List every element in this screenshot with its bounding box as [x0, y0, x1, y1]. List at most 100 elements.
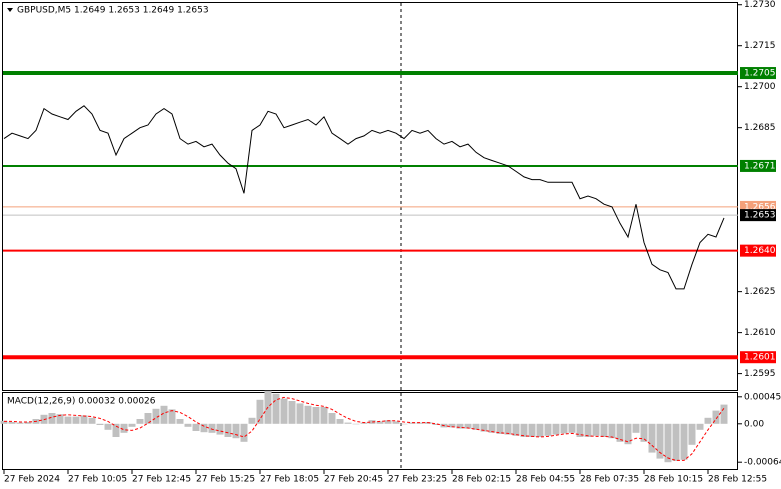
- histogram-bar: [456, 423, 464, 429]
- histogram-bar: [704, 417, 712, 424]
- histogram-bar: [48, 413, 56, 424]
- y-tick-label: 1.2625: [744, 287, 776, 297]
- level-label-box: [740, 244, 776, 257]
- histogram-bar: [496, 423, 504, 434]
- histogram-bar: [320, 407, 328, 424]
- histogram-bar: [176, 419, 184, 424]
- histogram-bar: [192, 423, 200, 431]
- histogram-bar: [536, 423, 544, 437]
- histogram-bar: [720, 404, 728, 424]
- histogram-bar: [528, 423, 536, 437]
- histogram-bar: [224, 423, 232, 437]
- histogram-bar: [680, 423, 688, 460]
- histogram-bar: [624, 423, 632, 445]
- menu-arrow: [7, 8, 13, 12]
- level-label: 1.2671: [744, 161, 776, 171]
- histogram-bar: [632, 423, 640, 433]
- y-tick-label: -0.00064: [744, 458, 781, 468]
- histogram-bar: [432, 423, 440, 425]
- histogram-bar: [328, 413, 336, 424]
- x-tick-label: 27 Feb 18:05: [260, 475, 319, 485]
- histogram-bar: [392, 421, 400, 424]
- histogram-bar: [656, 423, 664, 459]
- histogram-bar: [184, 423, 192, 427]
- histogram-bar: [408, 422, 416, 424]
- y-tick-label: 0.00045: [744, 392, 781, 402]
- histogram-bar: [464, 423, 472, 429]
- histogram-bar: [16, 422, 24, 424]
- x-tick-label: 27 Feb 15:25: [196, 475, 255, 485]
- histogram-bar: [280, 398, 288, 424]
- histogram-bar: [312, 407, 320, 424]
- histogram-bar: [168, 409, 176, 424]
- level-label-box: [740, 67, 776, 80]
- histogram-bar: [200, 423, 208, 433]
- x-tick-label: 27 Feb 12:45: [132, 475, 191, 485]
- histogram-bar: [152, 408, 160, 424]
- histogram-bar: [96, 423, 104, 425]
- histogram-bar: [640, 423, 648, 442]
- y-tick-label: 1.2715: [744, 41, 776, 51]
- histogram-bar: [568, 423, 576, 433]
- chart-title: GBPUSD,M5 1.2649 1.2653 1.2649 1.2653: [17, 6, 209, 16]
- histogram-bar: [664, 423, 672, 463]
- level-label: 1.2656: [744, 202, 776, 212]
- histogram-bar: [480, 423, 488, 432]
- x-tick-label: 27 Feb 23:25: [388, 475, 447, 485]
- histogram-bar: [696, 423, 704, 430]
- histogram-bar: [232, 423, 240, 439]
- x-tick-label: 28 Feb 12:55: [708, 475, 767, 485]
- level-label-box: [740, 159, 776, 172]
- histogram-bar: [248, 417, 256, 424]
- histogram-bar: [592, 423, 600, 436]
- histogram-bar: [216, 423, 224, 435]
- histogram-bar: [120, 423, 128, 433]
- x-tick-label: 27 Feb 20:45: [324, 475, 383, 485]
- histogram-bar: [80, 415, 88, 424]
- y-tick-label: 1.2730: [744, 0, 776, 10]
- current-price-box: [740, 209, 776, 222]
- data-line: [3, 105, 725, 290]
- y-tick-label: 1.2700: [744, 82, 776, 92]
- x-tick-label: 28 Feb 04:55: [516, 475, 575, 485]
- x-tick-label: 28 Feb 10:15: [644, 475, 703, 485]
- macd-title: MACD(12,26,9) 0.00032 0.00026: [7, 397, 156, 407]
- histogram-bar: [24, 422, 32, 424]
- histogram-bar: [144, 413, 152, 424]
- histogram-bar: [296, 403, 304, 424]
- current-price-label: 1.2653: [744, 211, 776, 221]
- y-tick-label: 1.2610: [744, 328, 776, 338]
- histogram-bar: [272, 393, 280, 424]
- histogram-bar: [104, 423, 112, 430]
- price-panel: [2, 2, 738, 391]
- histogram-bar: [88, 417, 96, 424]
- histogram-bar: [560, 423, 568, 434]
- x-tick-label: 27 Feb 10:05: [68, 475, 127, 485]
- histogram-bar: [584, 423, 592, 437]
- histogram-bar: [8, 422, 16, 424]
- histogram-bar: [384, 420, 392, 424]
- histogram-bar: [512, 423, 520, 436]
- histogram-bar: [336, 419, 344, 424]
- histogram-bar: [400, 423, 408, 425]
- x-tick-label: 27 Feb 2024: [4, 475, 60, 485]
- histogram-bar: [256, 399, 264, 424]
- level-label: 1.2705: [744, 69, 776, 79]
- histogram-bar: [608, 423, 616, 439]
- histogram-bar: [616, 423, 624, 442]
- x-tick-label: 28 Feb 02:15: [452, 475, 511, 485]
- level-label: 1.2640: [744, 246, 776, 256]
- histogram-bar: [56, 414, 64, 424]
- histogram-bar: [368, 420, 376, 424]
- histogram-bar: [136, 419, 144, 424]
- histogram-bar: [128, 423, 136, 427]
- histogram-bar: [672, 423, 680, 461]
- histogram-bar: [240, 423, 248, 442]
- histogram-bar: [520, 423, 528, 437]
- macd-panel: [2, 392, 738, 470]
- histogram-bar: [600, 423, 608, 437]
- histogram-bar: [0, 420, 8, 424]
- level-label-box: [740, 351, 776, 364]
- y-tick-label: 1.2595: [744, 369, 776, 379]
